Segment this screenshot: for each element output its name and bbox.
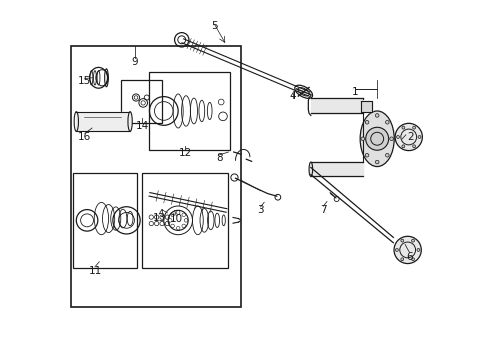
Text: 14: 14	[135, 121, 149, 131]
Circle shape	[375, 160, 378, 164]
Bar	[149, 72, 230, 149]
Circle shape	[385, 153, 388, 157]
Circle shape	[401, 126, 404, 129]
Circle shape	[412, 126, 415, 129]
Bar	[142, 173, 228, 268]
Polygon shape	[310, 162, 362, 176]
Circle shape	[389, 137, 392, 140]
Text: 5: 5	[210, 21, 217, 31]
Text: 6: 6	[406, 252, 412, 262]
Circle shape	[400, 258, 403, 261]
Circle shape	[401, 145, 404, 148]
Text: 4: 4	[289, 91, 296, 101]
Text: 15: 15	[78, 76, 91, 86]
Text: 16: 16	[78, 132, 91, 142]
Ellipse shape	[360, 111, 393, 167]
Text: 13: 13	[152, 213, 165, 222]
Circle shape	[365, 153, 368, 157]
Polygon shape	[76, 112, 130, 131]
Circle shape	[375, 114, 378, 117]
Circle shape	[365, 121, 368, 124]
Circle shape	[400, 239, 403, 242]
Polygon shape	[360, 101, 371, 112]
Text: 11: 11	[88, 266, 102, 276]
Text: 12: 12	[178, 148, 192, 158]
Circle shape	[394, 123, 422, 150]
Text: 1: 1	[351, 87, 358, 97]
Text: 3: 3	[257, 206, 264, 216]
Circle shape	[393, 236, 421, 264]
Circle shape	[396, 135, 399, 138]
Circle shape	[360, 137, 364, 140]
Circle shape	[416, 248, 419, 251]
Text: 8: 8	[216, 153, 222, 163]
Circle shape	[365, 127, 388, 150]
Text: 10: 10	[169, 215, 183, 224]
Circle shape	[395, 248, 398, 251]
Circle shape	[412, 145, 415, 148]
Bar	[73, 173, 137, 268]
Circle shape	[417, 135, 420, 138]
Circle shape	[411, 239, 414, 242]
Text: 9: 9	[132, 57, 138, 67]
Bar	[70, 45, 241, 307]
Ellipse shape	[308, 162, 312, 176]
Circle shape	[411, 258, 414, 261]
Text: 7: 7	[320, 206, 326, 216]
Ellipse shape	[128, 112, 132, 131]
Polygon shape	[310, 98, 362, 113]
Text: 2: 2	[406, 132, 413, 142]
Bar	[121, 80, 162, 123]
Circle shape	[385, 121, 388, 124]
